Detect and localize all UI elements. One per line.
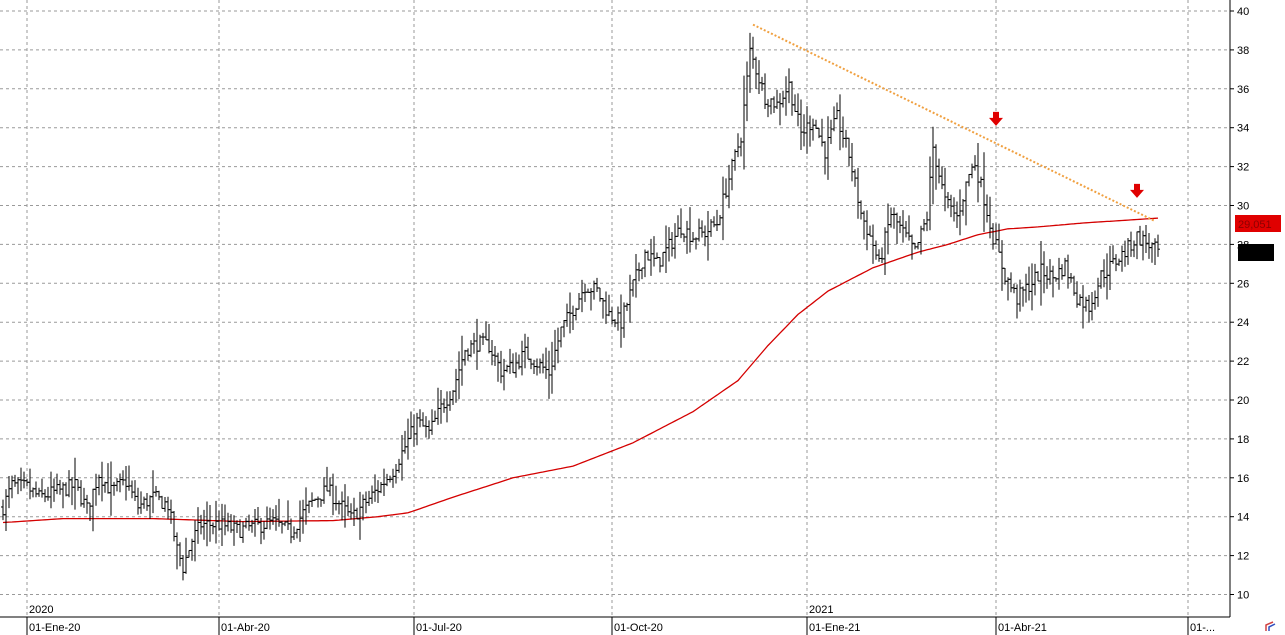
x-tick-label-3: 01-Oct-20 <box>614 622 663 634</box>
down-arrow-icon-0 <box>989 111 1003 126</box>
ohlc-bars <box>1 32 1160 581</box>
y-tick-label-11: 32 <box>1237 162 1249 174</box>
y-tick-label-5: 20 <box>1237 395 1249 407</box>
resistance-trendline <box>752 23 1156 222</box>
year-label-0: 2020 <box>29 604 53 616</box>
y-tick-label-4: 18 <box>1237 434 1249 446</box>
x-axis-ticks: 01-Ene-20 01-Abr-20 01-Jul-20 01-Oct-20 01-E… <box>26 604 1215 635</box>
x-tick-label-5: 01-Abr-21 <box>998 622 1047 634</box>
black-marker-box <box>1238 244 1274 261</box>
x-tick-label-1: 01-Abr-20 <box>221 622 270 634</box>
x-tick-label-4: 01-Ene-21 <box>809 622 860 634</box>
last-price-tag-bg <box>1235 215 1281 232</box>
y-tick-label-7: 24 <box>1237 317 1249 329</box>
y-tick-label-2: 14 <box>1237 512 1249 524</box>
y-tick-label-14: 38 <box>1237 45 1249 57</box>
y-tick-label-6: 22 <box>1237 356 1249 368</box>
last-price-tag: 29,051 <box>1235 215 1281 232</box>
ohlc-bar <box>1156 234 1160 257</box>
y-tick-label-8: 26 <box>1237 278 1249 290</box>
y-tick-label-13: 36 <box>1237 84 1249 96</box>
x-tick-label-2: 01-Jul-20 <box>416 622 462 634</box>
plot-background <box>0 0 1230 617</box>
trendline-layer <box>752 23 1156 222</box>
corner-icon <box>1265 621 1276 631</box>
down-arrow-icon-1 <box>1130 183 1144 198</box>
moving-average-layer <box>2 217 1159 524</box>
y-tick-label-1: 12 <box>1237 551 1249 563</box>
last-price-label: 29,051 <box>1238 219 1272 231</box>
x-tick-label-6: 01-... <box>1190 622 1215 634</box>
arrows-layer <box>989 111 1144 198</box>
x-tick-label-0: 01-Ene-20 <box>29 622 80 634</box>
y-tick-label-15: 40 <box>1237 6 1249 18</box>
y-tick-label-10: 30 <box>1237 201 1249 213</box>
y-tick-label-12: 34 <box>1237 123 1249 135</box>
moving-average-line <box>2 217 1159 524</box>
y-tick-label-0: 10 <box>1237 590 1249 602</box>
year-label-1: 2021 <box>809 604 833 616</box>
y-axis-ticks: 10121416182022242628303234363840 <box>1230 6 1249 602</box>
y-tick-label-3: 16 <box>1237 473 1249 485</box>
